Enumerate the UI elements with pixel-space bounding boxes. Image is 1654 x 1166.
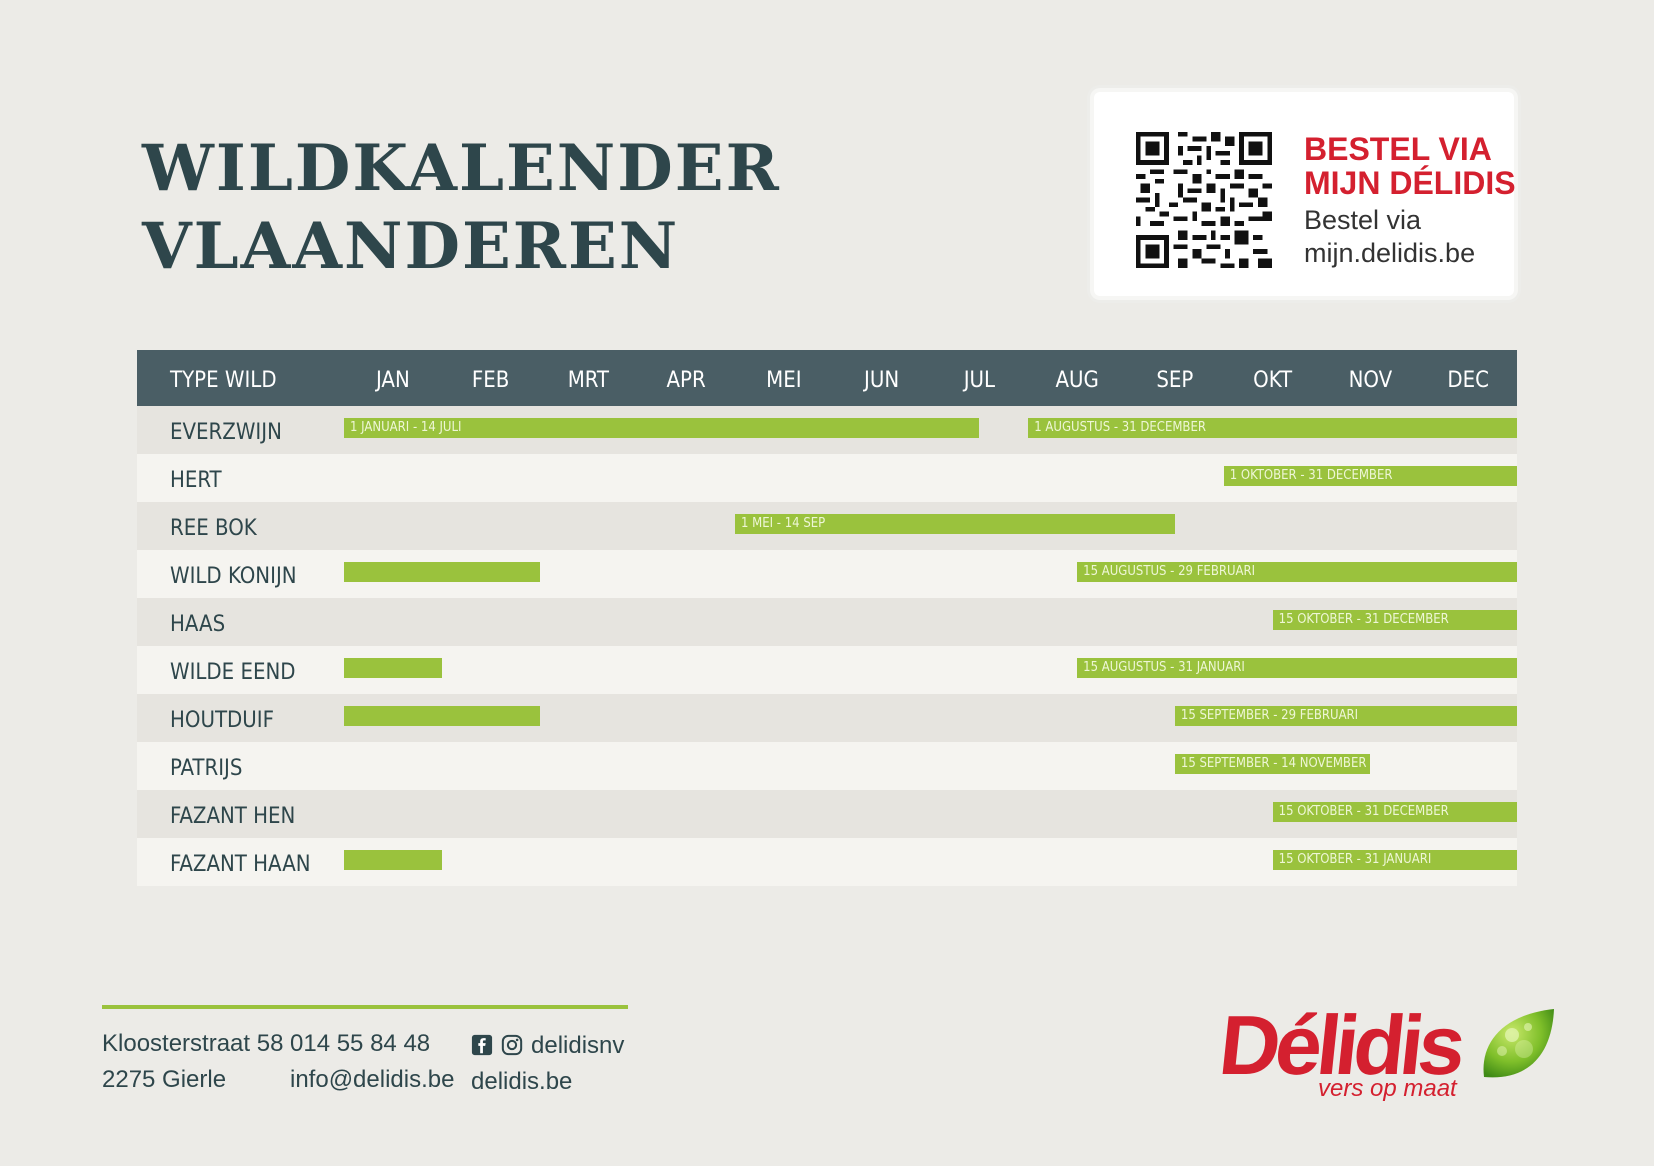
footer-divider bbox=[102, 1005, 628, 1009]
month-header-jun: JUN bbox=[864, 368, 900, 393]
address-city: 2275 Gierle bbox=[102, 1066, 227, 1093]
title-line-1: WILDKALENDER bbox=[142, 131, 781, 206]
season-bar: 1 AUGUSTUS - 31 DECEMBER bbox=[1028, 418, 1517, 438]
game-type-label: WILDE EEND bbox=[170, 660, 296, 685]
game-type-label: FAZANT HAAN bbox=[170, 852, 311, 877]
month-header-apr: APR bbox=[666, 368, 706, 393]
table-row: REE BOK 1 MEI - 14 SEP bbox=[137, 502, 1517, 550]
table-header: TYPE WILD JAN FEB MRT APR MEI JUN JUL AUG SEP OKT… bbox=[137, 350, 1517, 406]
page-title: WILDKALENDER VLAANDEREN bbox=[142, 130, 781, 286]
table-row: WILD KONIJN 15 AUGUSTUS - 29 FEBRUARI bbox=[137, 550, 1517, 598]
order-heading-1: BESTEL VIA bbox=[1304, 131, 1492, 167]
phone-number[interactable]: 014 55 84 48 bbox=[290, 1030, 431, 1057]
month-header-aug: AUG bbox=[1055, 368, 1099, 393]
game-type-label: HOUTDUIF bbox=[170, 708, 274, 733]
season-bar bbox=[344, 562, 540, 582]
season-bar: 1 OKTOBER - 31 DECEMBER bbox=[1223, 466, 1517, 486]
order-text: BESTEL VIA MIJN DÉLIDIS Bestel via mijn.… bbox=[1304, 132, 1516, 270]
order-sub-1: Bestel via bbox=[1304, 205, 1422, 235]
game-type-label: WILD KONIJN bbox=[170, 564, 297, 589]
table-row: WILDE EEND 15 AUGUSTUS - 31 JANUARI bbox=[137, 646, 1517, 694]
month-header-sep: SEP bbox=[1156, 368, 1194, 393]
address-street: Kloosterstraat 58 bbox=[102, 1030, 284, 1057]
order-link[interactable]: mijn.delidis.be bbox=[1304, 238, 1476, 268]
season-bar: 15 AUGUSTUS - 31 JANUARI bbox=[1077, 658, 1517, 678]
footer-social: delidisnv delidis.be bbox=[471, 1028, 624, 1100]
month-header-nov: NOV bbox=[1348, 368, 1393, 393]
season-bar: 15 OKTOBER - 31 DECEMBER bbox=[1272, 610, 1517, 630]
game-type-label: EVERZWIJN bbox=[170, 420, 282, 445]
title-line-2: VLAANDEREN bbox=[142, 209, 680, 284]
instagram-icon[interactable] bbox=[501, 1034, 523, 1056]
game-type-label: HAAS bbox=[170, 612, 226, 637]
game-type-label: PATRIJS bbox=[170, 756, 243, 781]
season-bar: 15 SEPTEMBER - 14 NOVEMBER bbox=[1174, 754, 1371, 774]
email-link[interactable]: info@delidis.be bbox=[290, 1066, 455, 1093]
social-handle[interactable]: delidisnv bbox=[531, 1032, 625, 1059]
month-header-mrt: MRT bbox=[567, 368, 610, 393]
season-bar: 15 AUGUSTUS - 29 FEBRUARI bbox=[1077, 562, 1517, 582]
footer-contact: 014 55 84 48 info@delidis.be bbox=[290, 1026, 454, 1098]
month-header-mei: MEI bbox=[766, 368, 802, 393]
month-header-feb: FEB bbox=[471, 368, 510, 393]
season-bar bbox=[344, 706, 540, 726]
logo-tagline: vers op maat bbox=[1318, 1075, 1457, 1102]
delidis-logo: Délidis vers op maat bbox=[1215, 998, 1554, 1102]
header-type-wild: TYPE WILD bbox=[170, 368, 277, 393]
season-bar: 15 OKTOBER - 31 JANUARI bbox=[1272, 850, 1517, 870]
season-bar: 15 SEPTEMBER - 29 FEBRUARI bbox=[1174, 706, 1517, 726]
month-header-jan: JAN bbox=[375, 368, 410, 393]
order-card: BESTEL VIA MIJN DÉLIDIS Bestel via mijn.… bbox=[1094, 92, 1516, 296]
game-type-label: HERT bbox=[170, 468, 222, 493]
game-type-label: REE BOK bbox=[170, 516, 257, 541]
season-bar bbox=[344, 850, 442, 870]
table-row: FAZANT HAAN 15 OKTOBER - 31 JANUARI bbox=[137, 838, 1517, 886]
facebook-icon[interactable] bbox=[471, 1034, 493, 1056]
table-row: HAAS 15 OKTOBER - 31 DECEMBER bbox=[137, 598, 1517, 646]
table-body: EVERZWIJN 1 JANUARI - 14 JULI 1 AUGUSTUS -… bbox=[137, 406, 1517, 886]
season-bar: 15 OKTOBER - 31 DECEMBER bbox=[1272, 802, 1517, 822]
season-bar: 1 JANUARI - 14 JULI bbox=[344, 418, 980, 438]
hunting-calendar-table: TYPE WILD JAN FEB MRT APR MEI JUN JUL AUG SEP OKT… bbox=[137, 350, 1517, 886]
month-header-jul: JUL bbox=[963, 368, 996, 393]
season-bar: 1 MEI - 14 SEP bbox=[735, 514, 1175, 534]
table-row: HOUTDUIF 15 SEPTEMBER - 29 FEBRUARI bbox=[137, 694, 1517, 742]
qr-code-icon[interactable] bbox=[1136, 132, 1272, 268]
table-row: EVERZWIJN 1 JANUARI - 14 JULI 1 AUGUSTUS -… bbox=[137, 406, 1517, 454]
table-row: PATRIJS 15 SEPTEMBER - 14 NOVEMBER bbox=[137, 742, 1517, 790]
season-bar bbox=[344, 658, 442, 678]
logo-wordmark: Délidis bbox=[1215, 998, 1466, 1092]
leaf-icon bbox=[1483, 1009, 1554, 1078]
table-row: FAZANT HEN 15 OKTOBER - 31 DECEMBER bbox=[137, 790, 1517, 838]
game-type-label: FAZANT HEN bbox=[170, 804, 296, 829]
table-row: HERT 1 OKTOBER - 31 DECEMBER bbox=[137, 454, 1517, 502]
website-link[interactable]: delidis.be bbox=[471, 1068, 573, 1095]
month-header-dec: DEC bbox=[1447, 368, 1489, 393]
order-heading-2: MIJN DÉLIDIS bbox=[1304, 165, 1516, 201]
month-header-okt: OKT bbox=[1253, 368, 1293, 393]
footer-address: Kloosterstraat 58 2275 Gierle bbox=[102, 1026, 283, 1098]
